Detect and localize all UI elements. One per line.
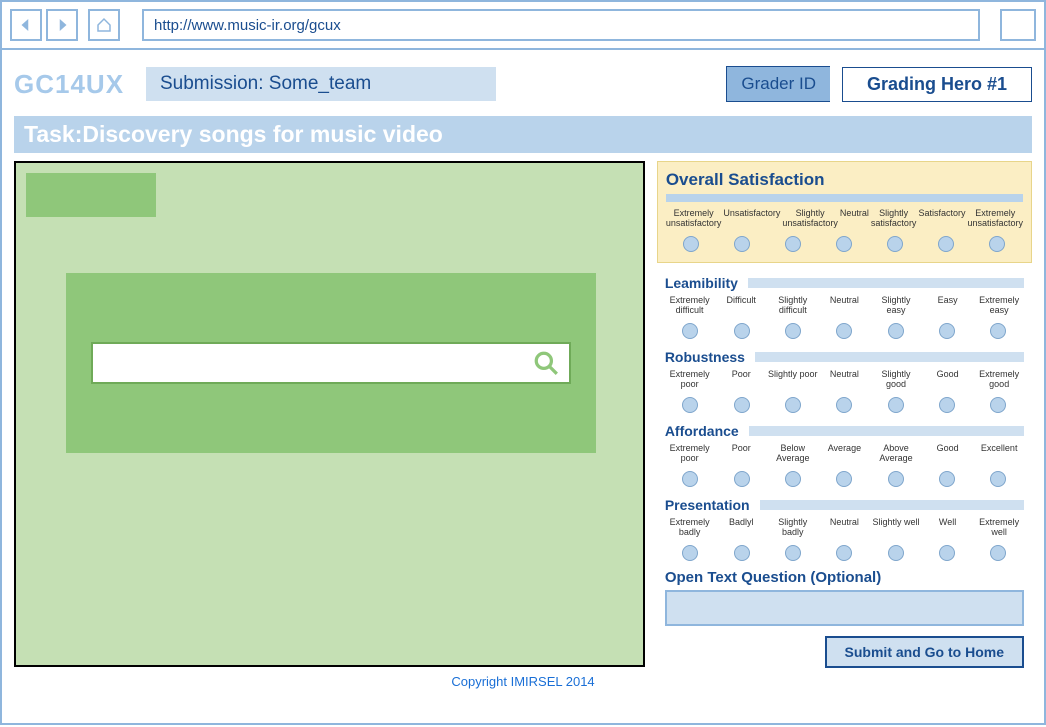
presentation-radio-7[interactable]	[990, 545, 1006, 561]
open-text-input[interactable]	[665, 590, 1024, 626]
presentation-radio-5[interactable]	[888, 545, 904, 561]
learnability-radio-2[interactable]	[734, 323, 750, 339]
affordance-radio-2[interactable]	[734, 471, 750, 487]
preview-search-area	[66, 273, 596, 453]
presentation-radio-4[interactable]	[836, 545, 852, 561]
back-button[interactable]	[10, 9, 42, 41]
url-text: http://www.music-ir.org/gcux	[154, 17, 341, 34]
header-row: GC14UX Submission: Some_team Grader ID G…	[14, 66, 1032, 102]
overall-radio-1[interactable]	[683, 236, 699, 252]
affordance-bar	[749, 426, 1024, 436]
affordance-radio-5[interactable]	[888, 471, 904, 487]
robustness-radios	[665, 391, 1024, 417]
robustness-bar	[755, 352, 1024, 362]
learnability-radio-4[interactable]	[836, 323, 852, 339]
presentation-labels: Extremely badly Badlyl Slightly badly Ne…	[665, 515, 1024, 539]
copyright: Copyright IMIRSEL 2014	[14, 674, 1032, 689]
presentation-bar	[760, 500, 1024, 510]
overall-radio-2[interactable]	[734, 236, 750, 252]
overall-bar	[666, 194, 1023, 202]
overall-radio-4[interactable]	[836, 236, 852, 252]
learnability-labels: Extremely difficult Difficult Slightly d…	[665, 293, 1024, 317]
learnability-title: Leamibility	[665, 275, 738, 291]
affordance-radio-1[interactable]	[682, 471, 698, 487]
home-button[interactable]	[88, 9, 120, 41]
presentation-radios	[665, 539, 1024, 565]
learnability-radio-3[interactable]	[785, 323, 801, 339]
overall-radio-7[interactable]	[989, 236, 1005, 252]
learnability-radio-5[interactable]	[888, 323, 904, 339]
overall-radios	[666, 230, 1023, 256]
affordance-labels: Extremely poor Poor Below Average Averag…	[665, 441, 1024, 465]
learnability-radios	[665, 317, 1024, 343]
home-icon	[95, 16, 113, 34]
arrow-left-icon	[17, 16, 35, 34]
arrow-right-icon	[53, 16, 71, 34]
overall-satisfaction-section: Overall Satisfaction Extremely unsatisfa…	[657, 161, 1032, 263]
grading-form: Overall Satisfaction Extremely unsatisfa…	[657, 161, 1032, 668]
robustness-radio-6[interactable]	[939, 397, 955, 413]
overall-radio-6[interactable]	[938, 236, 954, 252]
robustness-radio-7[interactable]	[990, 397, 1006, 413]
url-bar[interactable]: http://www.music-ir.org/gcux	[142, 9, 980, 41]
robustness-labels: Extremely poor Poor Slightly poor Neutra…	[665, 367, 1024, 391]
overall-radio-3[interactable]	[785, 236, 801, 252]
submission-label: Submission: Some_team	[146, 67, 496, 101]
preview-search-input[interactable]	[91, 342, 571, 384]
logo: GC14UX	[14, 69, 134, 100]
menu-button[interactable]	[1000, 9, 1036, 41]
affordance-section: Affordance Extremely poor Poor Below Ave…	[657, 417, 1032, 491]
learnability-radio-1[interactable]	[682, 323, 698, 339]
robustness-section: Robustness Extremely poor Poor Slightly …	[657, 343, 1032, 417]
presentation-radio-3[interactable]	[785, 545, 801, 561]
affordance-title: Affordance	[665, 423, 739, 439]
search-icon	[533, 350, 559, 376]
robustness-radio-3[interactable]	[785, 397, 801, 413]
nav-buttons	[10, 9, 78, 41]
robustness-radio-5[interactable]	[888, 397, 904, 413]
presentation-radio-2[interactable]	[734, 545, 750, 561]
learnability-radio-7[interactable]	[990, 323, 1006, 339]
presentation-section: Presentation Extremely badly Badlyl Slig…	[657, 491, 1032, 565]
affordance-radio-4[interactable]	[836, 471, 852, 487]
content-row: Overall Satisfaction Extremely unsatisfa…	[14, 161, 1032, 668]
presentation-radio-6[interactable]	[939, 545, 955, 561]
grader-name: Grading Hero #1	[842, 67, 1032, 102]
submit-button[interactable]: Submit and Go to Home	[825, 636, 1024, 668]
task-title: Task:Discovery songs for music video	[14, 116, 1032, 153]
learnability-radio-6[interactable]	[939, 323, 955, 339]
affordance-radio-3[interactable]	[785, 471, 801, 487]
robustness-radio-4[interactable]	[836, 397, 852, 413]
grader-id-label: Grader ID	[726, 66, 830, 102]
presentation-title: Presentation	[665, 497, 750, 513]
robustness-title: Robustness	[665, 349, 745, 365]
preview-tab	[26, 173, 156, 217]
submission-preview	[14, 161, 645, 667]
presentation-radio-1[interactable]	[682, 545, 698, 561]
affordance-radios	[665, 465, 1024, 491]
affordance-radio-6[interactable]	[939, 471, 955, 487]
open-question-title: Open Text Question (Optional)	[657, 565, 1032, 590]
forward-button[interactable]	[46, 9, 78, 41]
overall-title: Overall Satisfaction	[666, 170, 1023, 190]
robustness-radio-1[interactable]	[682, 397, 698, 413]
robustness-radio-2[interactable]	[734, 397, 750, 413]
learnability-section: Leamibility Extremely difficult Difficul…	[657, 269, 1032, 343]
learnability-bar	[748, 278, 1024, 288]
page-body: GC14UX Submission: Some_team Grader ID G…	[0, 50, 1046, 725]
affordance-radio-7[interactable]	[990, 471, 1006, 487]
overall-radio-5[interactable]	[887, 236, 903, 252]
overall-labels: Extremely unsatisfactory Unsatisfactory …	[666, 206, 1023, 230]
browser-top-bar: http://www.music-ir.org/gcux	[0, 0, 1046, 50]
